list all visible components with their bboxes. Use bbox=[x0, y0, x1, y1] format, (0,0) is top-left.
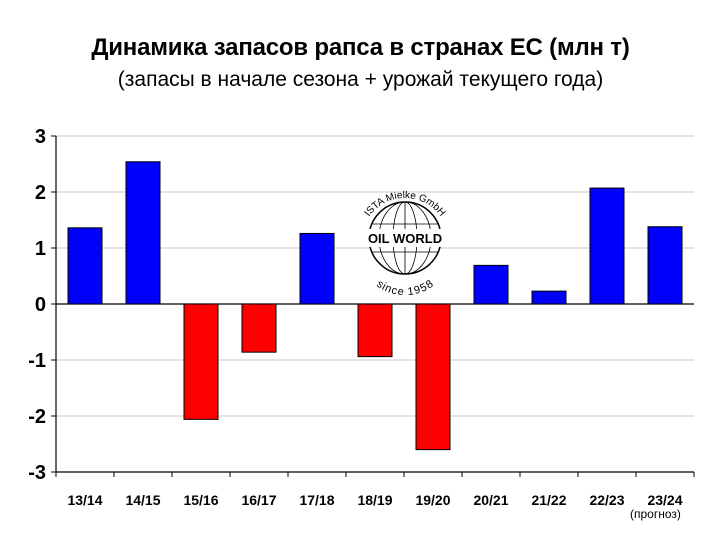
bar-16-17 bbox=[241, 303, 277, 353]
bar-13-14 bbox=[67, 227, 103, 305]
bar-17-18 bbox=[299, 232, 335, 305]
axes bbox=[51, 135, 695, 477]
x-tick-label: 13/14 bbox=[67, 492, 102, 508]
x-tick-label: 22/23 bbox=[589, 492, 624, 508]
bar-23-24 bbox=[647, 226, 683, 305]
x-tick-label: 18/19 bbox=[357, 492, 392, 508]
x-tick-label: 21/22 bbox=[531, 492, 566, 508]
x-tick-label: 19/20 bbox=[415, 492, 450, 508]
x-tick-labels: 13/14 14/15 15/16 16/17 17/18 18/19 19/20 20/21… bbox=[67, 492, 682, 508]
logo-bottom-text: since 1958 bbox=[374, 278, 435, 298]
x-tick-label: 17/18 bbox=[299, 492, 334, 508]
bar-20-21 bbox=[473, 264, 509, 305]
grid-lines bbox=[56, 135, 694, 417]
chart-title: Динамика запасов рапса в странах ЕС (млн… bbox=[91, 34, 630, 61]
bar-14-15 bbox=[125, 161, 161, 305]
y-tick-label: -3 bbox=[28, 462, 46, 484]
bar-22-23 bbox=[589, 187, 625, 305]
y-tick-label: 1 bbox=[35, 238, 46, 260]
bar-21-22 bbox=[531, 290, 567, 305]
x-tick-label: 23/24 bbox=[647, 492, 682, 508]
forecast-footnote: (прогноз) bbox=[630, 507, 681, 521]
y-tick-label: 2 bbox=[35, 182, 46, 204]
x-tick-label: 15/16 bbox=[183, 492, 218, 508]
bars bbox=[67, 161, 683, 451]
bar-18-19 bbox=[357, 303, 393, 358]
y-tick-label: 3 bbox=[35, 126, 46, 148]
logo-center-text: OIL WORLD bbox=[368, 231, 442, 246]
chart-subtitle: (запасы в начале сезона + урожай текущег… bbox=[117, 68, 604, 91]
x-tick-label: 16/17 bbox=[241, 492, 276, 508]
oil-world-logo: ISTA Mielke GmbH OIL WORLD since 1958 bbox=[363, 190, 448, 298]
bar-19-20 bbox=[415, 303, 451, 451]
x-tick-label: 20/21 bbox=[473, 492, 508, 508]
x-tick-label: 14/15 bbox=[125, 492, 160, 508]
y-tick-label: 0 bbox=[35, 294, 46, 316]
bar-15-16 bbox=[183, 303, 219, 420]
y-tick-label: -2 bbox=[28, 406, 46, 428]
y-tick-labels: 3 2 1 0 -1 -2 -3 bbox=[28, 126, 46, 484]
y-tick-label: -1 bbox=[28, 350, 46, 372]
